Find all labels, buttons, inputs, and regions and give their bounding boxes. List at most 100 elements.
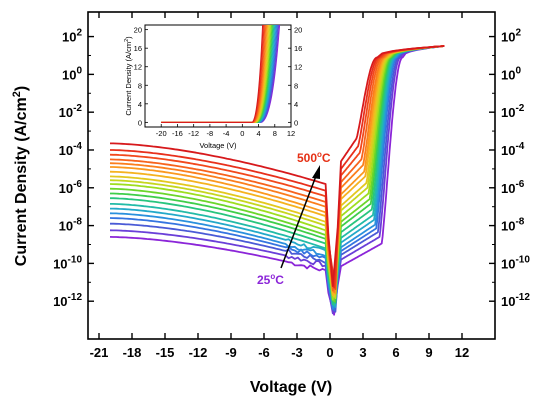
inset-y-tick-label: 20 <box>134 26 142 35</box>
y-tick-label-exp: -12 <box>515 292 530 303</box>
y-tick-label-exp: -8 <box>73 217 82 228</box>
inset-y-tick-label: 4 <box>138 100 142 109</box>
inset-x-tick-label: 0 <box>240 129 244 138</box>
y-tick-label-exp: -10 <box>68 254 83 265</box>
x-tick-label: -18 <box>123 345 142 360</box>
y-tick-label-right: 10-8 <box>501 217 525 234</box>
y-tick-label-exp: -2 <box>515 103 524 114</box>
inset-y-tick-label-right: 20 <box>294 26 302 35</box>
y-tick-label-right: 100 <box>501 65 521 82</box>
y-tick-label-exp: -6 <box>515 179 524 190</box>
y-tick-label-right: 10-4 <box>501 141 525 158</box>
svg-text:25oC: 25oC <box>257 272 284 287</box>
y-axis-title-main: Current Density (A/cm <box>13 97 30 266</box>
inset-y-axis-title: Current Density (A/cm2) <box>124 36 133 116</box>
anno-25c-value: 25 <box>257 273 271 287</box>
inset-series-group <box>161 25 281 123</box>
y-tick-label-base: 10 <box>53 256 67 271</box>
y-tick-label-base: 10 <box>59 143 73 158</box>
anno-25c-sup: o <box>270 272 275 281</box>
y-tick-label-exp: 0 <box>76 65 82 76</box>
inset-y-tick-label-right: 16 <box>294 44 302 53</box>
y-tick-label-base: 10 <box>59 181 73 196</box>
y-tick-label-exp: -6 <box>73 179 82 190</box>
y-tick-label: 10-4 <box>59 141 83 158</box>
y-axis-title-close: ) <box>13 86 30 91</box>
inset-axis-ticks: -20 -16 -12 -8 -4 0 4 8 12 0 0 4 4 8 8 12 12 16 16 20 20 <box>134 26 303 138</box>
y-tick-label-base: 10 <box>501 143 515 158</box>
inset-y-tick-label: 16 <box>134 44 142 53</box>
y-tick-label-base: 10 <box>501 181 515 196</box>
inset-y-tick-label: 12 <box>134 63 142 72</box>
inset-y-tick-label-right: 12 <box>294 63 302 72</box>
main-series-line <box>110 45 445 287</box>
inset-y-tick-label-right: 4 <box>294 100 298 109</box>
y-tick-label-base: 10 <box>501 67 515 82</box>
y-tick-label-exp: -4 <box>73 141 82 152</box>
x-tick-label: -21 <box>90 345 109 360</box>
y-tick-label-base: 10 <box>59 219 73 234</box>
y-tick-label: 10-2 <box>59 103 83 120</box>
inset-y-tick-label: 8 <box>138 81 142 90</box>
y-tick-label-exp: -8 <box>515 217 524 228</box>
inset-x-tick-label: -4 <box>223 129 230 138</box>
inset-x-tick-label: -8 <box>207 129 214 138</box>
y-tick-label-base: 10 <box>62 30 76 45</box>
y-tick-label-exp: -4 <box>515 141 524 152</box>
y-tick-label-base: 10 <box>62 67 76 82</box>
x-tick-label: 3 <box>359 345 366 360</box>
inset-series-line <box>161 25 264 123</box>
anno-500c-unit: C <box>322 151 331 165</box>
anno-500c-sup: o <box>317 150 322 159</box>
anno-25c-unit: C <box>275 273 284 287</box>
x-tick-label: 6 <box>392 345 399 360</box>
y-tick-label-base: 10 <box>501 256 515 271</box>
y-tick-label-right: 102 <box>501 28 521 45</box>
y-tick-label-base: 10 <box>501 30 515 45</box>
y-tick-label-base: 10 <box>501 219 515 234</box>
y-axis-title-sup: 2 <box>11 91 23 97</box>
inset-x-tick-label: -20 <box>156 129 167 138</box>
y-tick-label: 102 <box>62 28 82 45</box>
x-tick-label: -3 <box>291 345 303 360</box>
inset-x-tick-label: -12 <box>188 129 199 138</box>
y-tick-label-exp: 0 <box>515 65 521 76</box>
x-tick-label: 9 <box>425 345 432 360</box>
y-tick-label-base: 10 <box>53 294 67 309</box>
inset-x-axis-title: Voltage (V) <box>199 141 237 150</box>
x-tick-label: 0 <box>326 345 333 360</box>
x-axis-title: Voltage (V) <box>250 379 332 396</box>
y-tick-label-right: 10-2 <box>501 103 525 120</box>
y-tick-label-exp: -2 <box>73 103 82 114</box>
y-tick-label-base: 10 <box>501 294 515 309</box>
annotation-500c: 500oC <box>297 150 331 165</box>
y-tick-label: 10-8 <box>59 217 83 234</box>
svg-text:500oC: 500oC <box>297 150 331 165</box>
inset-x-tick-label: 8 <box>273 129 277 138</box>
inset-y-axis-title-sup: 2 <box>124 39 130 42</box>
temperature-arrow <box>280 165 320 269</box>
annotation-25c: 25oC <box>257 272 284 287</box>
inset-x-tick-label: 4 <box>256 129 260 138</box>
inset-x-tick-label: 12 <box>287 129 295 138</box>
y-tick-label-right: 10-6 <box>501 179 525 196</box>
y-tick-label-right: 10-12 <box>501 292 530 309</box>
inset-x-tick-label: -16 <box>172 129 183 138</box>
y-tick-label: 100 <box>62 65 82 82</box>
y-tick-label-right: 10-10 <box>501 254 530 271</box>
y-tick-label-base: 10 <box>59 105 73 120</box>
y-tick-label-exp: 2 <box>76 28 82 39</box>
x-tick-label: -15 <box>156 345 175 360</box>
y-tick-label: 10-6 <box>59 179 83 196</box>
y-axis-title: Current Density (A/cm2) <box>11 86 30 266</box>
y-tick-label-exp: 2 <box>515 28 521 39</box>
y-tick-label-exp: -10 <box>515 254 530 265</box>
x-tick-label: 12 <box>455 345 469 360</box>
inset-y-tick-label-right: 8 <box>294 81 298 90</box>
y-tick-label-exp: -12 <box>68 292 83 303</box>
x-tick-label: -6 <box>258 345 270 360</box>
inset-y-axis-title-close: ) <box>124 36 133 39</box>
y-tick-label: 10-10 <box>53 254 82 271</box>
